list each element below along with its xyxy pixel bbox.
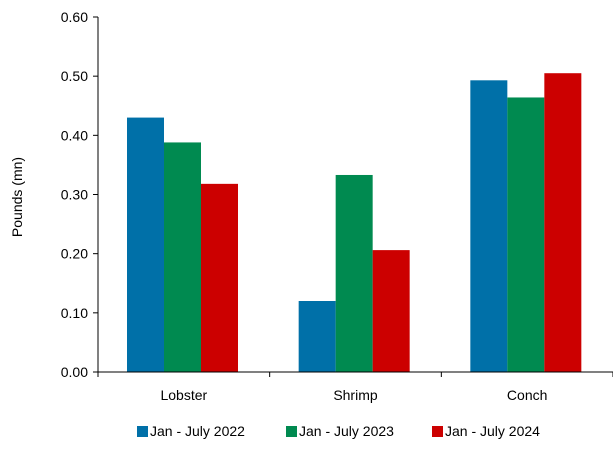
legend-swatch [137, 426, 148, 437]
bar-lobster-2 [164, 142, 201, 372]
legend-label: Jan - July 2023 [299, 423, 394, 439]
bar-conch-2 [507, 97, 545, 372]
legend-label: Jan - July 2022 [150, 423, 245, 439]
axes: 0.00 0.10 0.20 0.30 0.40 0.50 0.60 Lobster Shrim… [61, 9, 613, 403]
x-category-label: Shrimp [333, 387, 378, 403]
legend-item: Jan - July 2023 [286, 423, 394, 439]
bar-lobster-1 [127, 117, 164, 372]
y-tick-label: 0.50 [61, 68, 88, 84]
bar-shrimp-3 [372, 250, 410, 372]
bar-conch-3 [544, 73, 582, 372]
plot-area [127, 73, 582, 372]
legend-item: Jan - July 2024 [432, 423, 540, 439]
legend-label: Jan - July 2024 [445, 423, 540, 439]
legend: Jan - July 2022 Jan - July 2023 Jan - July… [137, 423, 540, 439]
y-axis-title: Pounds (mn) [9, 157, 25, 237]
bar-shrimp-2 [335, 174, 373, 372]
y-tick-label: 0.00 [61, 364, 88, 380]
legend-item: Jan - July 2022 [137, 423, 245, 439]
bar-shrimp-1 [298, 301, 336, 372]
legend-swatch [286, 426, 297, 437]
y-tick-label: 0.20 [61, 246, 88, 262]
legend-swatch [432, 426, 443, 437]
x-category-label: Lobster [160, 387, 207, 403]
y-tick-label: 0.10 [61, 305, 88, 321]
bar-conch-1 [470, 80, 508, 372]
y-tick-label: 0.60 [61, 9, 88, 25]
x-category-label: Conch [507, 387, 547, 403]
y-tick-label: 0.30 [61, 187, 88, 203]
y-tick-label: 0.40 [61, 127, 88, 143]
bar-lobster-3 [201, 183, 238, 372]
